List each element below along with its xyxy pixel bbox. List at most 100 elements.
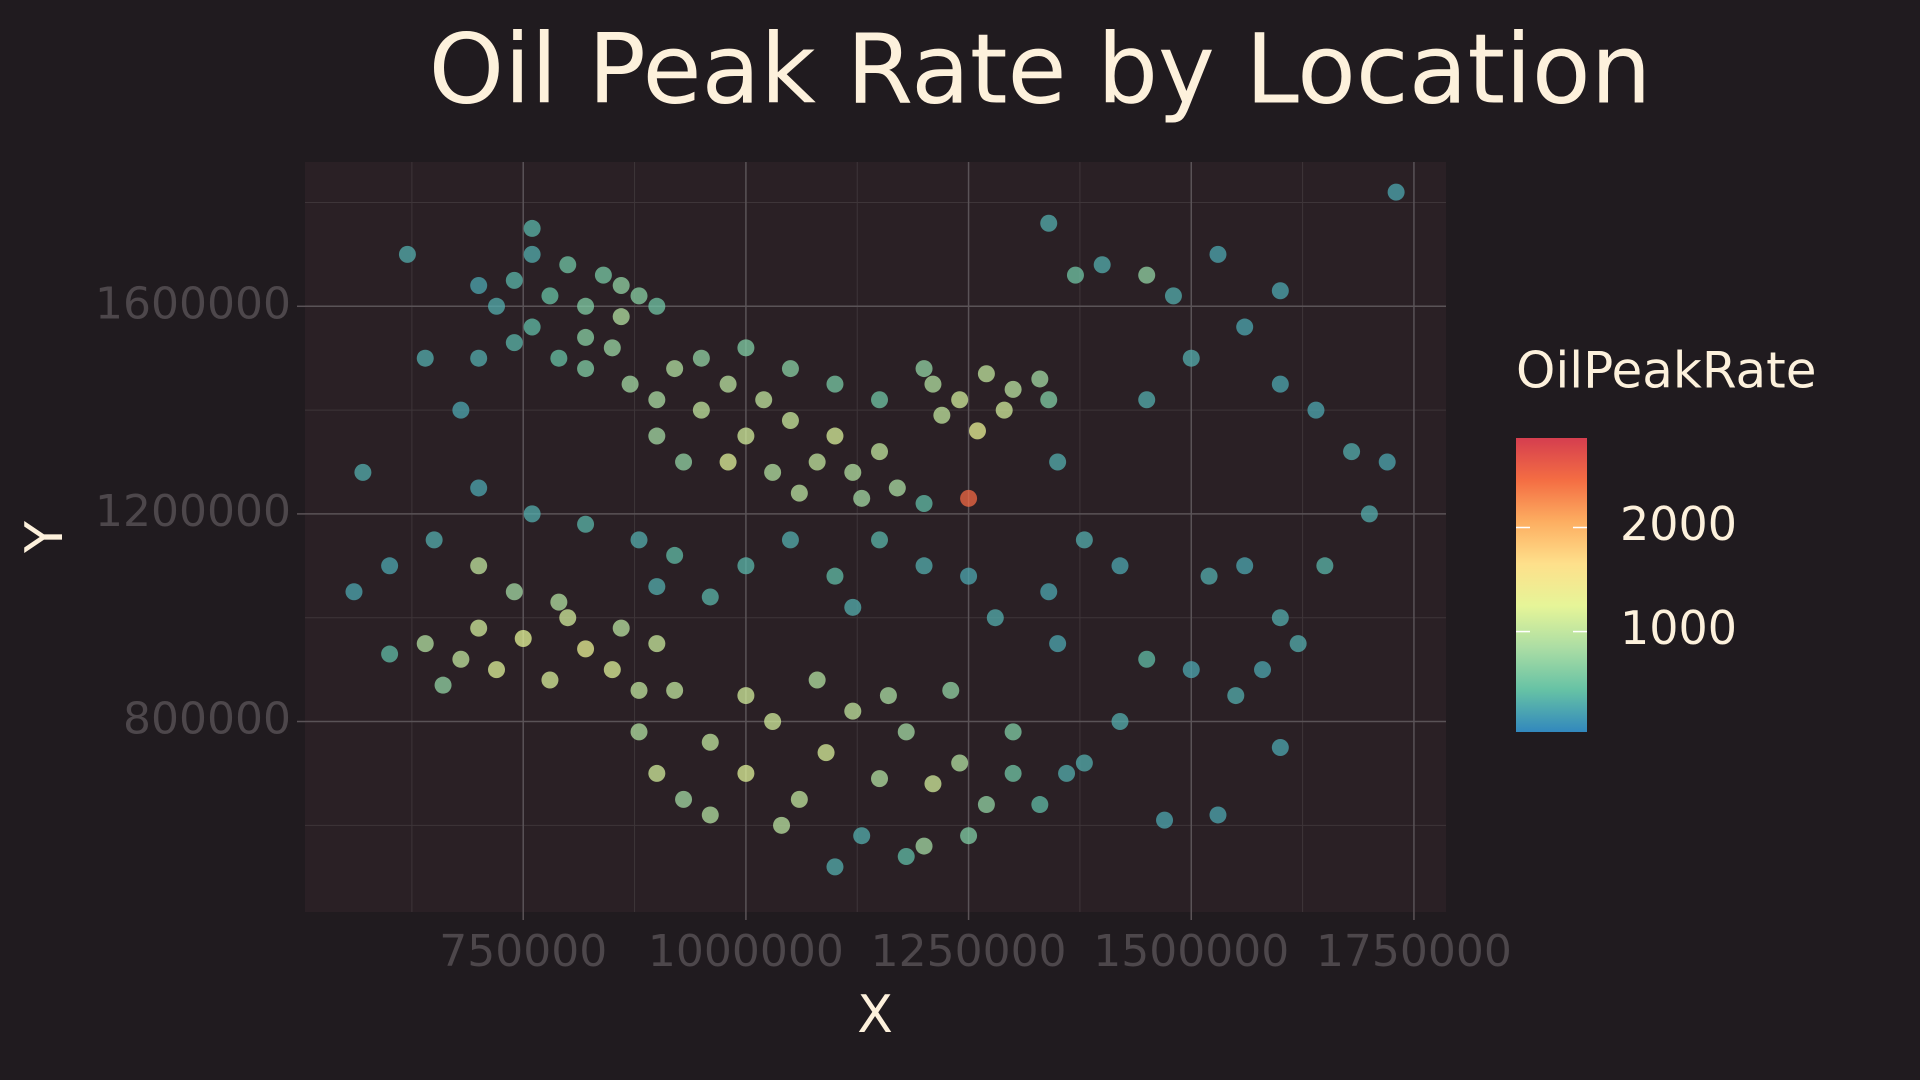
- point: [1236, 318, 1254, 336]
- point: [879, 687, 897, 705]
- point: [897, 723, 915, 741]
- point: [1378, 453, 1396, 471]
- point: [1111, 713, 1129, 731]
- point: [1111, 557, 1129, 575]
- point: [692, 349, 710, 367]
- y-tick-label: 1600000: [95, 278, 291, 329]
- point: [470, 557, 488, 575]
- point: [398, 245, 416, 263]
- point: [977, 365, 995, 383]
- point: [345, 583, 363, 601]
- y-tick-label: 1200000: [95, 486, 291, 537]
- point: [648, 578, 666, 596]
- point: [550, 349, 568, 367]
- chart-title: Oil Peak Rate by Location: [429, 13, 1652, 125]
- point: [416, 635, 434, 653]
- point: [871, 391, 889, 409]
- point: [1209, 245, 1227, 263]
- point: [790, 484, 808, 502]
- point: [719, 375, 737, 393]
- point: [853, 489, 871, 507]
- point: [505, 334, 523, 352]
- point: [470, 349, 488, 367]
- point: [960, 827, 978, 845]
- point: [701, 588, 719, 606]
- point: [1164, 287, 1182, 305]
- point: [452, 650, 470, 668]
- point: [523, 505, 541, 523]
- point: [960, 567, 978, 585]
- x-tick-label: 1750000: [1316, 926, 1512, 977]
- point: [942, 681, 960, 699]
- point: [630, 723, 648, 741]
- point: [630, 287, 648, 305]
- point: [773, 816, 791, 834]
- point: [559, 256, 577, 274]
- point: [737, 557, 755, 575]
- x-tick-label: 1500000: [1093, 926, 1289, 977]
- point: [790, 790, 808, 808]
- point: [1138, 266, 1156, 284]
- point: [968, 422, 986, 440]
- point: [826, 858, 844, 876]
- point: [675, 790, 693, 808]
- point: [1271, 375, 1289, 393]
- point: [871, 443, 889, 461]
- point: [924, 375, 942, 393]
- point: [826, 567, 844, 585]
- point: [577, 515, 595, 533]
- point: [844, 598, 862, 616]
- point: [1138, 650, 1156, 668]
- colorbar-tick-label: 1000: [1620, 601, 1737, 655]
- point: [550, 593, 568, 611]
- point: [1227, 687, 1245, 705]
- point: [577, 360, 595, 378]
- point: [648, 391, 666, 409]
- point: [523, 219, 541, 237]
- point: [1343, 443, 1361, 461]
- point: [888, 479, 906, 497]
- point: [808, 453, 826, 471]
- point: [1040, 391, 1058, 409]
- point: [666, 546, 684, 564]
- point: [871, 770, 889, 788]
- point: [577, 297, 595, 315]
- point: [781, 531, 799, 549]
- point: [737, 339, 755, 357]
- point: [764, 463, 782, 481]
- point: [1066, 266, 1084, 284]
- point: [1004, 380, 1022, 398]
- point: [612, 308, 630, 326]
- point: [781, 360, 799, 378]
- point: [844, 463, 862, 481]
- point: [1209, 806, 1227, 824]
- point: [470, 479, 488, 497]
- point: [1271, 282, 1289, 300]
- point: [1360, 505, 1378, 523]
- point: [924, 775, 942, 793]
- point: [764, 713, 782, 731]
- point: [692, 401, 710, 419]
- y-axis-title: Y: [15, 521, 75, 554]
- x-tick-label: 1250000: [871, 926, 1067, 977]
- point: [416, 349, 434, 367]
- point: [559, 609, 577, 627]
- point: [514, 629, 532, 647]
- point: [817, 744, 835, 762]
- point: [1236, 557, 1254, 575]
- point: [666, 681, 684, 699]
- point: [737, 687, 755, 705]
- point: [541, 671, 559, 689]
- point: [1307, 401, 1325, 419]
- point: [630, 681, 648, 699]
- point: [853, 827, 871, 845]
- x-tick-label: 1000000: [648, 926, 844, 977]
- point: [915, 360, 933, 378]
- colorbar-tick-label: 2000: [1620, 497, 1737, 551]
- y-tick-label: 800000: [123, 694, 291, 745]
- point: [675, 453, 693, 471]
- point: [354, 463, 372, 481]
- point: [666, 360, 684, 378]
- point: [1040, 583, 1058, 601]
